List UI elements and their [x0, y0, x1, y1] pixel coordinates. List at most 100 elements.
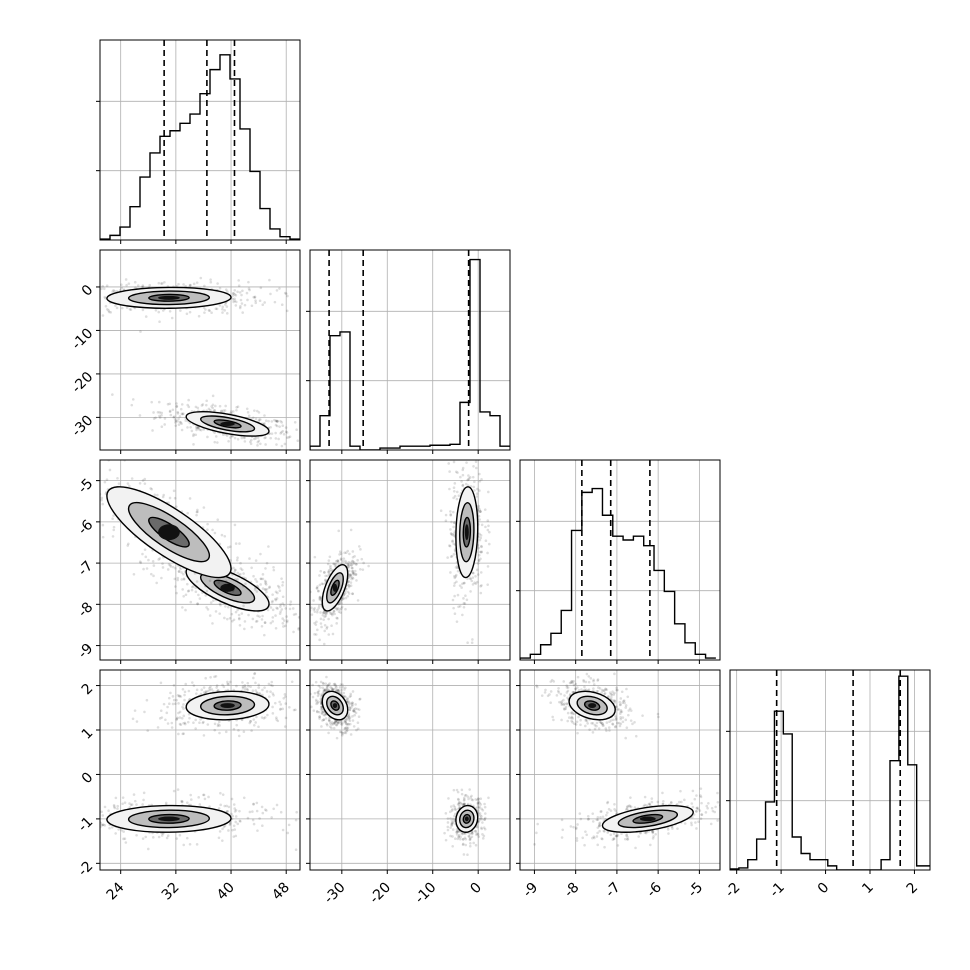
xtick-label-0: 32 — [159, 880, 183, 904]
sample-point — [314, 633, 318, 636]
sample-point — [260, 805, 264, 809]
sample-point — [179, 421, 183, 424]
sample-point — [451, 828, 455, 831]
sample-point — [331, 632, 335, 636]
sample-point — [217, 836, 221, 840]
sample-point — [104, 304, 108, 308]
sample-point — [256, 614, 259, 618]
sample-point — [252, 803, 255, 806]
sample-point — [192, 443, 195, 446]
sample-point — [470, 835, 474, 839]
sample-point — [206, 608, 210, 611]
sample-point — [179, 407, 183, 411]
sample-point — [450, 824, 453, 827]
sample-point — [315, 620, 318, 624]
sample-point — [456, 829, 459, 833]
sample-point — [622, 699, 625, 703]
sample-point — [549, 701, 552, 705]
sample-point — [320, 582, 324, 585]
sample-point — [141, 552, 144, 556]
sample-point — [182, 703, 185, 706]
sample-point — [321, 686, 325, 690]
sample-point — [245, 291, 249, 295]
sample-point — [248, 721, 252, 725]
sample-point — [464, 594, 467, 598]
sample-point — [313, 633, 316, 636]
sample-point — [183, 690, 187, 694]
sample-point — [209, 280, 213, 284]
sample-point — [176, 576, 180, 580]
sample-point — [280, 303, 284, 307]
sample-point — [330, 726, 333, 730]
sample-point — [177, 570, 181, 573]
sample-point — [316, 694, 320, 698]
sample-point — [265, 690, 269, 693]
sample-point — [238, 542, 241, 545]
sample-point — [97, 308, 100, 311]
sample-point — [236, 290, 239, 294]
sample-point — [78, 468, 81, 471]
sample-point — [600, 691, 604, 694]
sample-point — [324, 689, 327, 692]
panel-frame — [309, 669, 511, 871]
sample-point — [339, 558, 343, 561]
sample-point — [225, 434, 229, 437]
sample-point — [228, 823, 232, 827]
sample-point — [268, 278, 271, 282]
sample-point — [205, 589, 209, 593]
sample-point — [221, 305, 225, 309]
sample-point — [274, 590, 278, 594]
sample-point — [252, 822, 256, 826]
sample-point — [157, 835, 161, 839]
sample-point — [209, 409, 212, 412]
sample-point — [198, 428, 201, 432]
sample-point — [318, 595, 322, 599]
histogram-2 — [520, 487, 716, 660]
sample-point — [465, 461, 468, 464]
sample-point — [216, 688, 220, 692]
sample-point — [249, 442, 253, 446]
sample-point — [568, 693, 572, 696]
sample-point — [455, 830, 458, 834]
sample-point — [458, 804, 461, 808]
sample-point — [278, 708, 282, 711]
sample-point — [270, 816, 273, 819]
sample-point — [127, 282, 131, 285]
sample-point — [195, 426, 198, 430]
sample-point — [480, 551, 483, 554]
sample-point — [587, 675, 591, 678]
sample-point — [621, 701, 625, 705]
sample-point — [253, 588, 257, 591]
sample-point — [343, 727, 347, 730]
sample-point — [210, 688, 214, 691]
sample-point — [452, 821, 455, 824]
sample-point — [469, 577, 473, 581]
sample-point — [223, 303, 227, 306]
sample-point — [462, 444, 465, 447]
sample-point — [631, 722, 634, 726]
sample-point — [245, 687, 249, 691]
sample-point — [243, 684, 247, 687]
sample-point — [180, 412, 184, 416]
sample-point — [571, 717, 575, 720]
sample-point — [153, 493, 157, 497]
sample-point — [453, 521, 456, 524]
sample-point — [310, 606, 313, 610]
sample-point — [453, 612, 457, 615]
sample-point — [171, 695, 175, 698]
sample-point — [195, 513, 198, 517]
sample-point — [486, 519, 490, 522]
sample-point — [620, 710, 624, 714]
sample-point — [86, 514, 89, 517]
sample-point — [216, 724, 220, 728]
sample-point — [167, 696, 171, 700]
sample-point — [135, 720, 139, 723]
sample-point — [319, 569, 322, 573]
sample-point — [157, 281, 161, 285]
sample-point — [330, 721, 334, 724]
sample-point — [444, 513, 448, 517]
sample-point — [186, 589, 190, 593]
sample-point — [108, 468, 112, 472]
sample-point — [68, 461, 71, 464]
sample-point — [463, 581, 466, 585]
